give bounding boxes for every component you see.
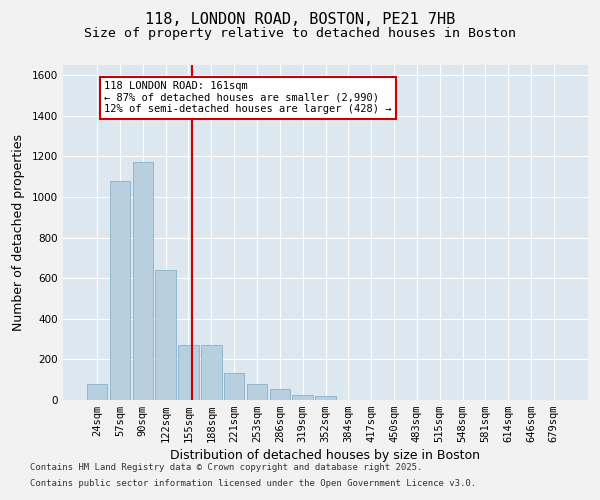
Bar	[155, 270, 176, 400]
Bar	[87, 384, 107, 400]
Bar	[292, 395, 313, 400]
Bar	[224, 372, 244, 400]
Text: 118 LONDON ROAD: 161sqm
← 87% of detached houses are smaller (2,990)
12% of semi: 118 LONDON ROAD: 161sqm ← 87% of detache…	[104, 81, 391, 114]
Text: Contains public sector information licensed under the Open Government Licence v3: Contains public sector information licen…	[30, 479, 476, 488]
Bar	[133, 162, 153, 400]
Bar	[269, 389, 290, 400]
Text: Size of property relative to detached houses in Boston: Size of property relative to detached ho…	[84, 28, 516, 40]
Text: 118, LONDON ROAD, BOSTON, PE21 7HB: 118, LONDON ROAD, BOSTON, PE21 7HB	[145, 12, 455, 28]
Y-axis label: Number of detached properties: Number of detached properties	[12, 134, 25, 331]
Bar	[247, 384, 267, 400]
Text: Contains HM Land Registry data © Crown copyright and database right 2025.: Contains HM Land Registry data © Crown c…	[30, 462, 422, 471]
Bar	[178, 345, 199, 400]
X-axis label: Distribution of detached houses by size in Boston: Distribution of detached houses by size …	[170, 450, 481, 462]
Bar	[315, 396, 336, 400]
Bar	[110, 180, 130, 400]
Bar	[201, 345, 221, 400]
